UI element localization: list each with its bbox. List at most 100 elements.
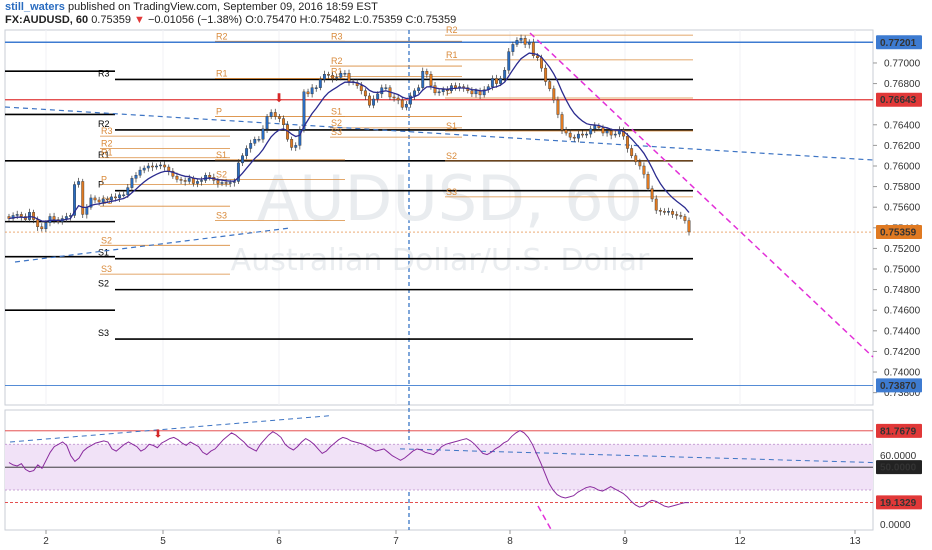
candle-body <box>269 112 273 117</box>
price-label-value: 0.75359 <box>880 228 917 239</box>
price-tick-label: 0.74600 <box>884 306 921 317</box>
trend-lines <box>4 32 874 358</box>
rsi-level-value: 50.0000 <box>880 463 917 474</box>
candle-body <box>331 75 335 79</box>
pivot-minor-label: R2 <box>101 138 113 148</box>
candle-body <box>175 176 179 180</box>
pivot-minor-label: R3 <box>101 126 113 136</box>
candle-body <box>482 89 486 96</box>
time-tick-label: 12 <box>734 536 746 547</box>
candle-body <box>167 166 171 172</box>
watermark-description: Australian Dollar/U.S. Dollar <box>231 243 650 278</box>
candle-body <box>48 216 52 223</box>
candle-body <box>552 88 556 101</box>
candle-body <box>662 211 666 213</box>
pivot-minor-label: S3 <box>101 264 112 274</box>
candle-body <box>503 69 507 79</box>
candle-body <box>441 89 445 93</box>
candle-body <box>142 167 146 171</box>
candle-body <box>52 216 56 220</box>
rsi-signal-arrow-icon: ⬇ <box>153 428 162 440</box>
pivot-minor-label: R3 <box>331 31 343 41</box>
candle-body <box>372 98 376 106</box>
candle-body <box>392 96 396 99</box>
candle-body <box>658 210 662 212</box>
candle-body <box>15 214 19 216</box>
watermark-symbol: AUDUSD, 60 <box>257 162 643 235</box>
candle-body <box>253 139 257 144</box>
pivot-minor-label: S1 <box>446 121 457 131</box>
candle-body <box>470 90 474 95</box>
candle-body <box>609 130 613 136</box>
candle-body <box>654 198 658 211</box>
candle-body <box>81 181 85 215</box>
candle-body <box>310 87 314 95</box>
candle-body <box>150 165 154 168</box>
pivot-minor-label: S2 <box>331 118 342 128</box>
author-link[interactable]: still_waters <box>5 1 65 13</box>
close-label: C: <box>405 14 417 26</box>
candle-body <box>327 74 330 76</box>
price-label-box <box>876 92 922 107</box>
candle-body <box>196 181 199 184</box>
candle-body <box>396 97 400 101</box>
candle-body <box>490 78 494 87</box>
low-label: L: <box>353 14 363 26</box>
symbol-title[interactable]: FX:AUDUSD, 60 <box>5 14 89 26</box>
candle-body <box>511 44 515 52</box>
candle-body <box>245 148 249 156</box>
candle-body <box>646 174 650 189</box>
candle-body <box>277 116 281 119</box>
rsi-level-box <box>876 495 922 510</box>
price-axis[interactable]: 0.77000 0.76800 0.76400 0.76200 0.76000 0.758… <box>873 35 922 399</box>
candle-body <box>40 226 44 230</box>
price-tick-label: 0.73800 <box>884 388 921 399</box>
candle-body <box>224 182 228 184</box>
candle-body <box>495 78 498 84</box>
candle-body <box>200 180 203 182</box>
candle-body <box>318 79 322 88</box>
candle-body <box>216 180 220 184</box>
candle-body <box>146 165 150 169</box>
signal-arrow-icon: ⬇ <box>274 91 284 105</box>
publisher-line: still_waters published on TradingView.co… <box>5 1 378 13</box>
candle-body <box>568 132 572 138</box>
time-axis[interactable]: 2 5 6 7 8 9 12 13 <box>43 530 861 547</box>
candle-body <box>159 164 162 167</box>
candle-body <box>97 199 101 203</box>
candle-body <box>118 194 122 199</box>
candle-body <box>564 129 568 134</box>
candle-body <box>249 143 253 149</box>
rsi-panel[interactable]: ⬇ 60.0000 0.0000 81.7679 50.0000 19.1329 <box>5 415 922 532</box>
candle-body <box>523 38 527 45</box>
time-tick-label: 2 <box>43 536 49 547</box>
candle-body <box>298 129 302 146</box>
candle-body <box>376 93 380 100</box>
high-label: H: <box>299 14 311 26</box>
candle-body <box>19 214 23 217</box>
candle-body <box>601 127 605 134</box>
candle-body <box>429 74 433 86</box>
candle-body <box>544 67 548 82</box>
pivot-minor-label: R1 <box>216 68 228 78</box>
candle-body <box>642 165 646 175</box>
candle-body <box>589 128 593 135</box>
time-tick-label: 5 <box>160 536 166 547</box>
candle-body <box>368 95 371 106</box>
rsi-level-value: 81.7679 <box>880 426 917 437</box>
pivot-major-label: S1 <box>98 248 109 258</box>
candle-body <box>687 220 691 233</box>
low-value: 0.75359 <box>362 14 403 26</box>
candle-body <box>187 178 191 182</box>
candle-body <box>294 145 298 148</box>
candle-body <box>138 169 142 176</box>
candle-body <box>499 78 502 84</box>
down-arrow-icon: ▼ <box>134 14 145 26</box>
candle-body <box>585 133 589 136</box>
candle-body <box>191 178 195 184</box>
candle-body <box>89 197 93 208</box>
rsi-tick-label: 0.0000 <box>880 520 911 531</box>
candle-body <box>363 90 367 97</box>
candle-body <box>126 187 130 196</box>
